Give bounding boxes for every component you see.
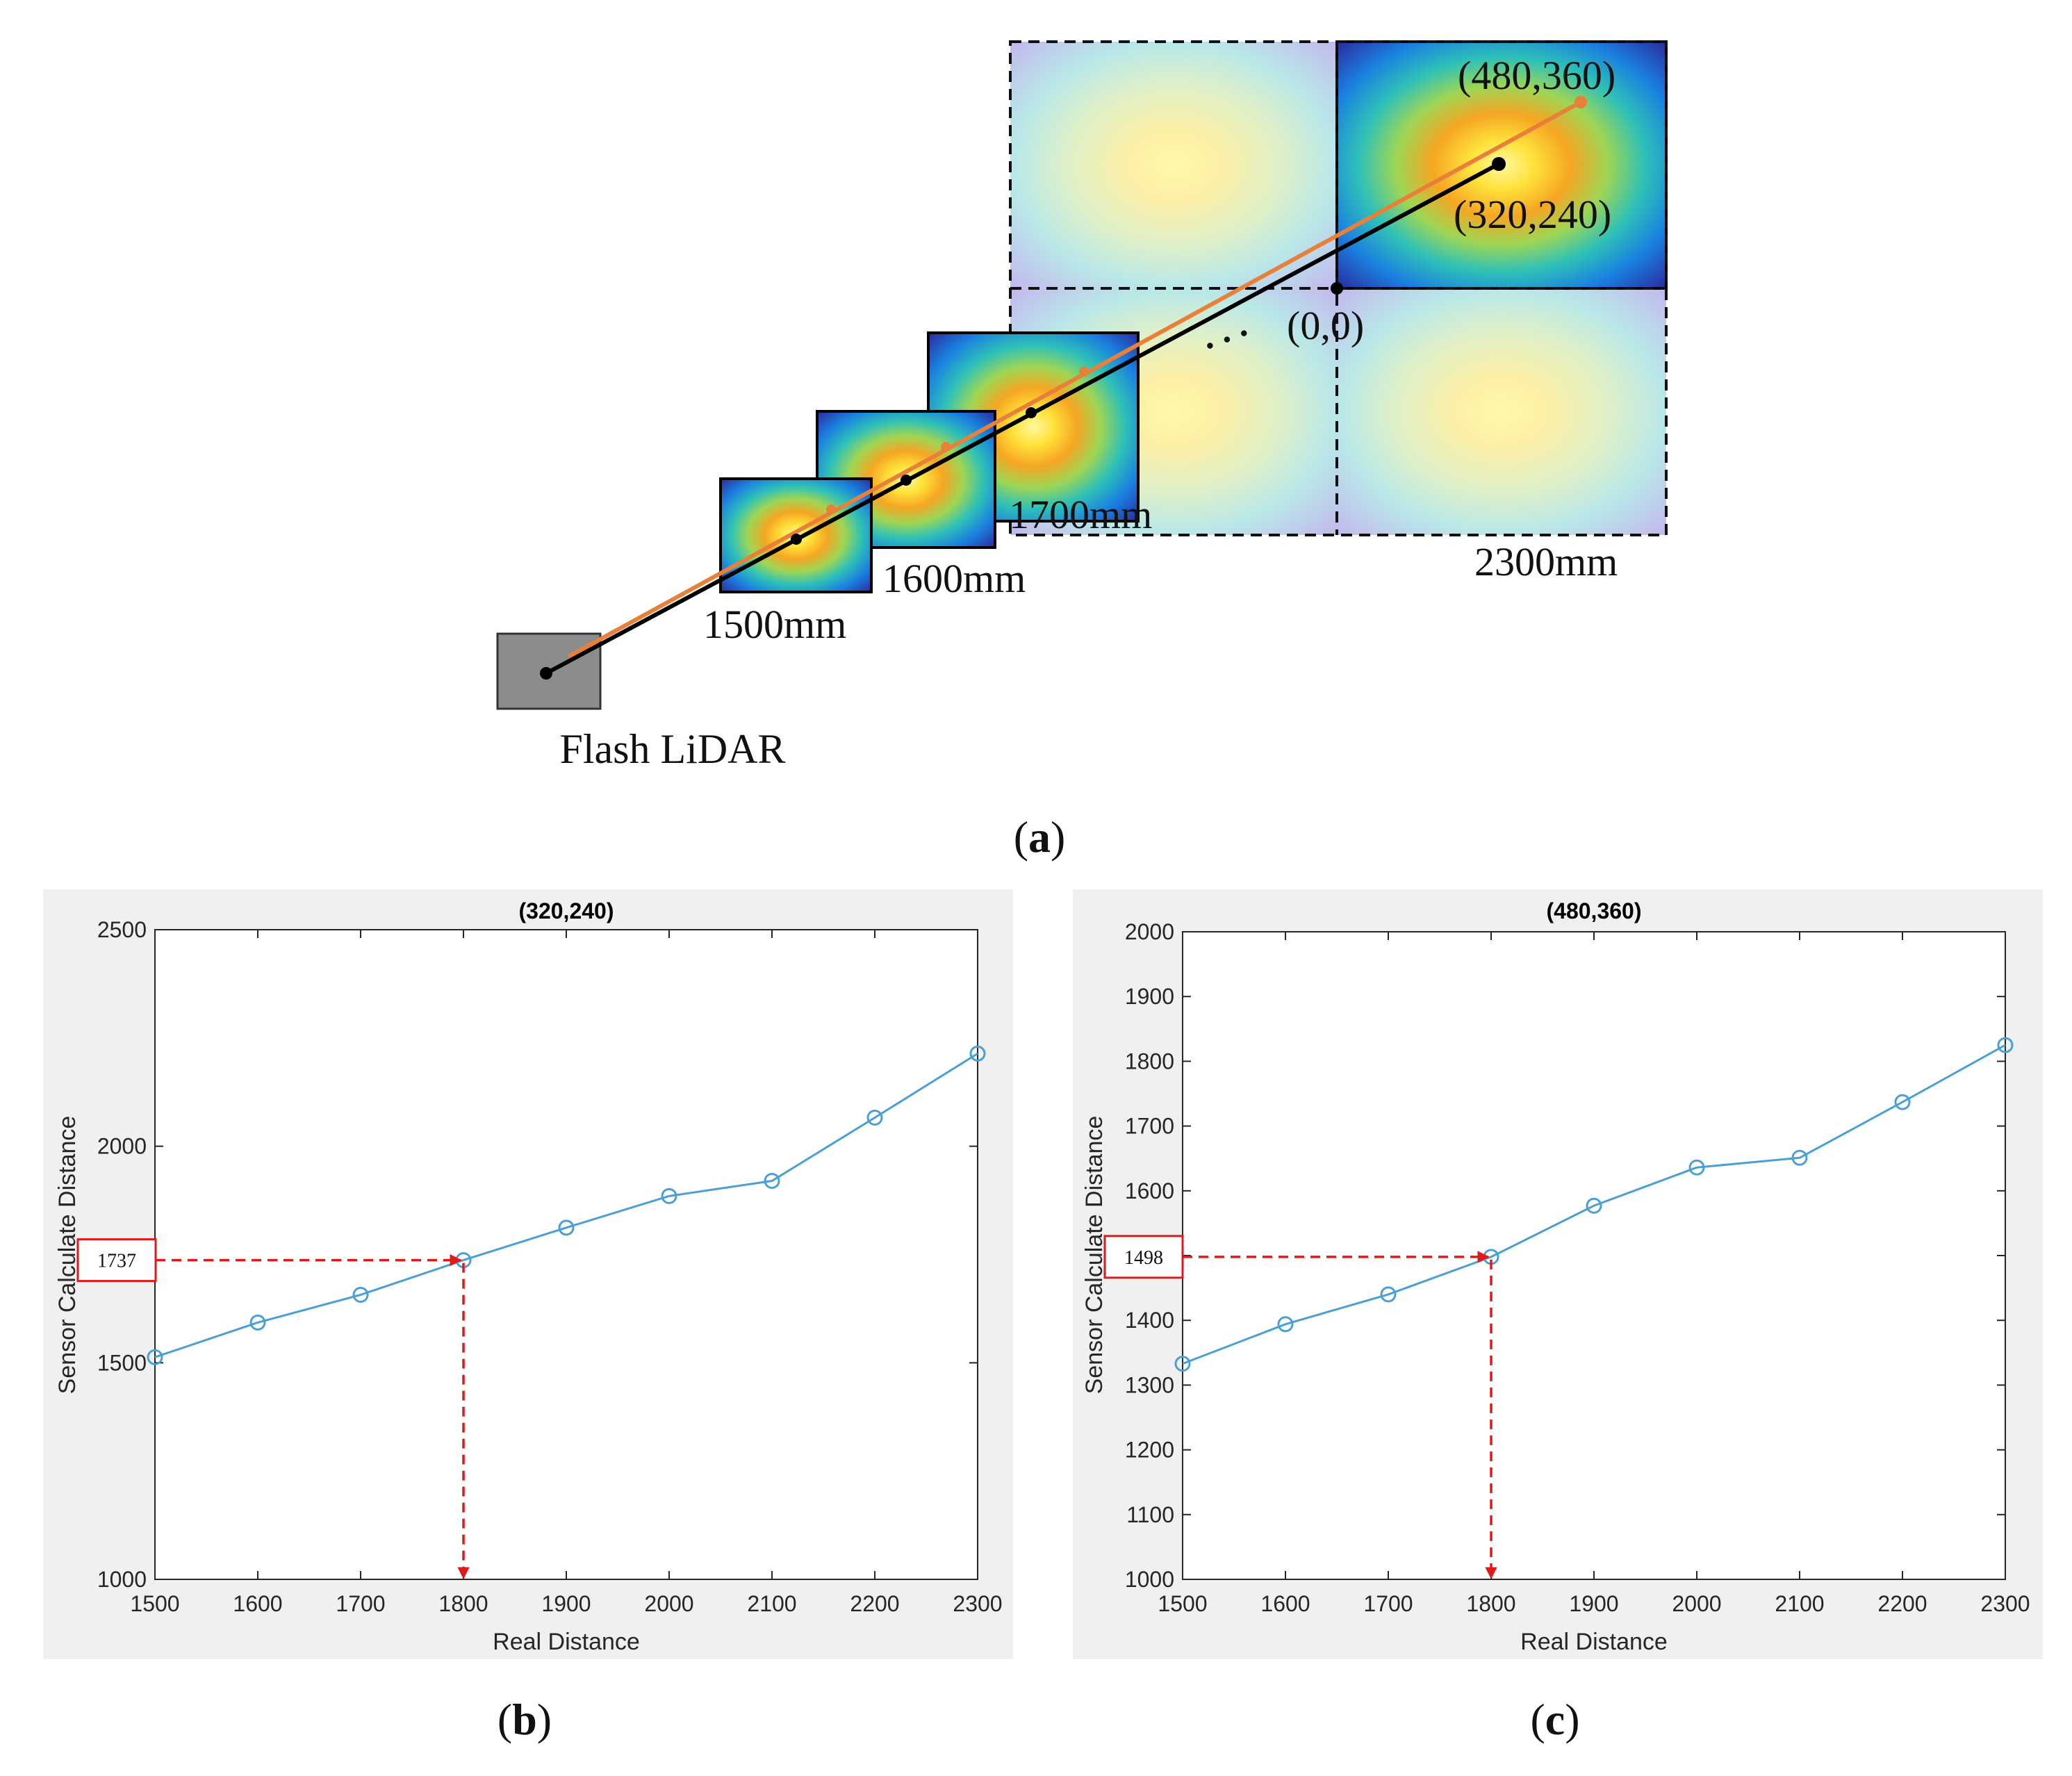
orange-ray [567,100,1582,659]
chart-c-axes [1182,931,2006,1580]
chart-c-xtick-label: 1800 [1466,1591,1515,1616]
chart-b-point [249,1314,266,1331]
lidar-diagram: Flash LiDAR 1500mm 1600mm 1700mm 2300mm … [496,40,1668,772]
chart-c-ytick-label: 1800 [1125,1049,1174,1074]
orange-point-1600 [941,442,951,452]
ray-point-1600 [901,475,912,486]
chart-b: (320,240) Real Distance Sensor Calculate… [43,889,1013,1659]
chart-b-annotation-box [76,1238,157,1283]
chart-c-point [1791,1149,1808,1166]
chart-c-ytick-label: 1600 [1125,1178,1174,1203]
chart-b-xtick-label: 2100 [747,1591,796,1616]
chart-b-series-line [154,1053,978,1358]
chart-b-axes [154,929,978,1580]
label-1500mm: 1500mm [703,602,846,647]
ray-point-1700 [1026,407,1037,418]
black-ray [545,162,1500,675]
chart-c-xlabel: Real Distance [1520,1629,1668,1655]
label-2300mm: 2300mm [1474,539,1618,584]
chart-b-xlabel: Real Distance [493,1629,640,1655]
chart-c-xtick-label: 1900 [1569,1591,1618,1616]
orange-point-1700 [1079,367,1089,377]
chart-c-xtick-label: 2100 [1775,1591,1824,1616]
chart-b-xtick-label: 1600 [233,1591,282,1616]
chart-c-point [1174,1356,1191,1372]
chart-c-series-line [1182,1044,2006,1365]
caption-c: (c) [1530,1695,1579,1744]
chart-c-xtick-label: 2000 [1672,1591,1721,1616]
chart-b-point [764,1173,780,1190]
chart-b-xtick-label: 1500 [130,1591,179,1616]
label-1600mm: 1600mm [882,556,1026,601]
chart-b-xtick-label: 1700 [336,1591,385,1616]
chart-b-ylabel: Sensor Calculate Distance [54,1116,81,1395]
chart-c-ytick-label: 1200 [1125,1438,1174,1463]
ray-point-1500 [791,534,802,545]
quadrant-bottom-right [1337,288,1666,535]
chart-c: (480,360) Real Distance Sensor Calculate… [1073,889,2043,1659]
chart-c-point [1380,1286,1397,1303]
chart-b-marks: 1500 1600 1700 1800 1900 2000 2100 2200 2300 1000… [76,917,1003,1616]
chart-c-title: (480,360) [1547,898,1642,923]
chart-c-marks: 1500 1600 1700 1800 1900 2000 2100 2200 2300 1000… [1103,919,2030,1616]
chart-c-ytick-label: 1100 [1126,1502,1174,1527]
chart-b-point [147,1349,163,1365]
chart-c-xtick-label: 1700 [1363,1591,1413,1616]
chart-c-point [1688,1159,1705,1176]
chart-b-point [558,1219,575,1236]
chart-c-xtick-label: 2300 [1980,1591,2030,1616]
orange-point-1500 [826,504,836,514]
chart-c-xtick-label: 1500 [1158,1591,1207,1616]
chart-b-annotation-label: 1737 [97,1251,136,1272]
chart-b-title: (320,240) [519,898,614,923]
chart-b-xtick-label: 1800 [438,1591,488,1616]
chart-c-point [1586,1197,1602,1214]
coord-480-360: (480,360) [1458,53,1615,98]
chart-b-xtick-label: 1900 [541,1591,591,1616]
chart-c-ytick-label: 1300 [1125,1372,1174,1397]
sensor-point [540,667,552,680]
chart-b-point [866,1110,883,1126]
chart-c-annotation-box [1103,1235,1184,1279]
chart-b-ytick-label: 1500 [97,1350,147,1375]
origin-point [1331,282,1343,295]
chart-c-ylabel: Sensor Calculate Distance [1081,1116,1108,1395]
chart-b-point [352,1286,369,1303]
chart-b-xtick-label: 2000 [644,1591,693,1616]
chart-b-ytick-label: 2500 [97,917,147,942]
chart-c-point [1277,1316,1294,1333]
caption-b: (b) [498,1695,552,1744]
chart-b-point [661,1187,677,1204]
chart-b-ytick-label: 2000 [97,1134,147,1159]
orange-point-480-360 [1574,96,1587,108]
chart-c-ytick-label: 1000 [1125,1567,1174,1592]
chart-c-ytick-label: 2000 [1125,919,1174,944]
chart-b-xtick-label: 2300 [953,1591,1002,1616]
caption-a: (a) [1014,812,1066,862]
chart-c-ytick-label: 1900 [1125,984,1174,1009]
chart-b-point [969,1045,986,1062]
ray-point-320-240 [1492,157,1506,171]
chart-c-annotation-label: 1498 [1124,1247,1163,1269]
chart-b-xtick-label: 2200 [850,1591,899,1616]
coord-origin: (0,0) [1287,303,1364,348]
chart-c-ytick-label: 1700 [1125,1114,1174,1139]
chart-b-ytick-label: 1000 [97,1567,147,1592]
quadrant-top-left [1010,42,1337,288]
chart-c-xtick-label: 1600 [1260,1591,1310,1616]
chart-c-point [1894,1094,1911,1110]
label-1700mm: 1700mm [1009,492,1152,537]
chart-c-point [1997,1037,2014,1053]
coord-320-240: (320,240) [1454,192,1611,237]
chart-c-ytick-label: 1400 [1125,1308,1174,1333]
flash-lidar-label: Flash LiDAR [559,726,785,772]
chart-c-xtick-label: 2200 [1877,1591,1927,1616]
